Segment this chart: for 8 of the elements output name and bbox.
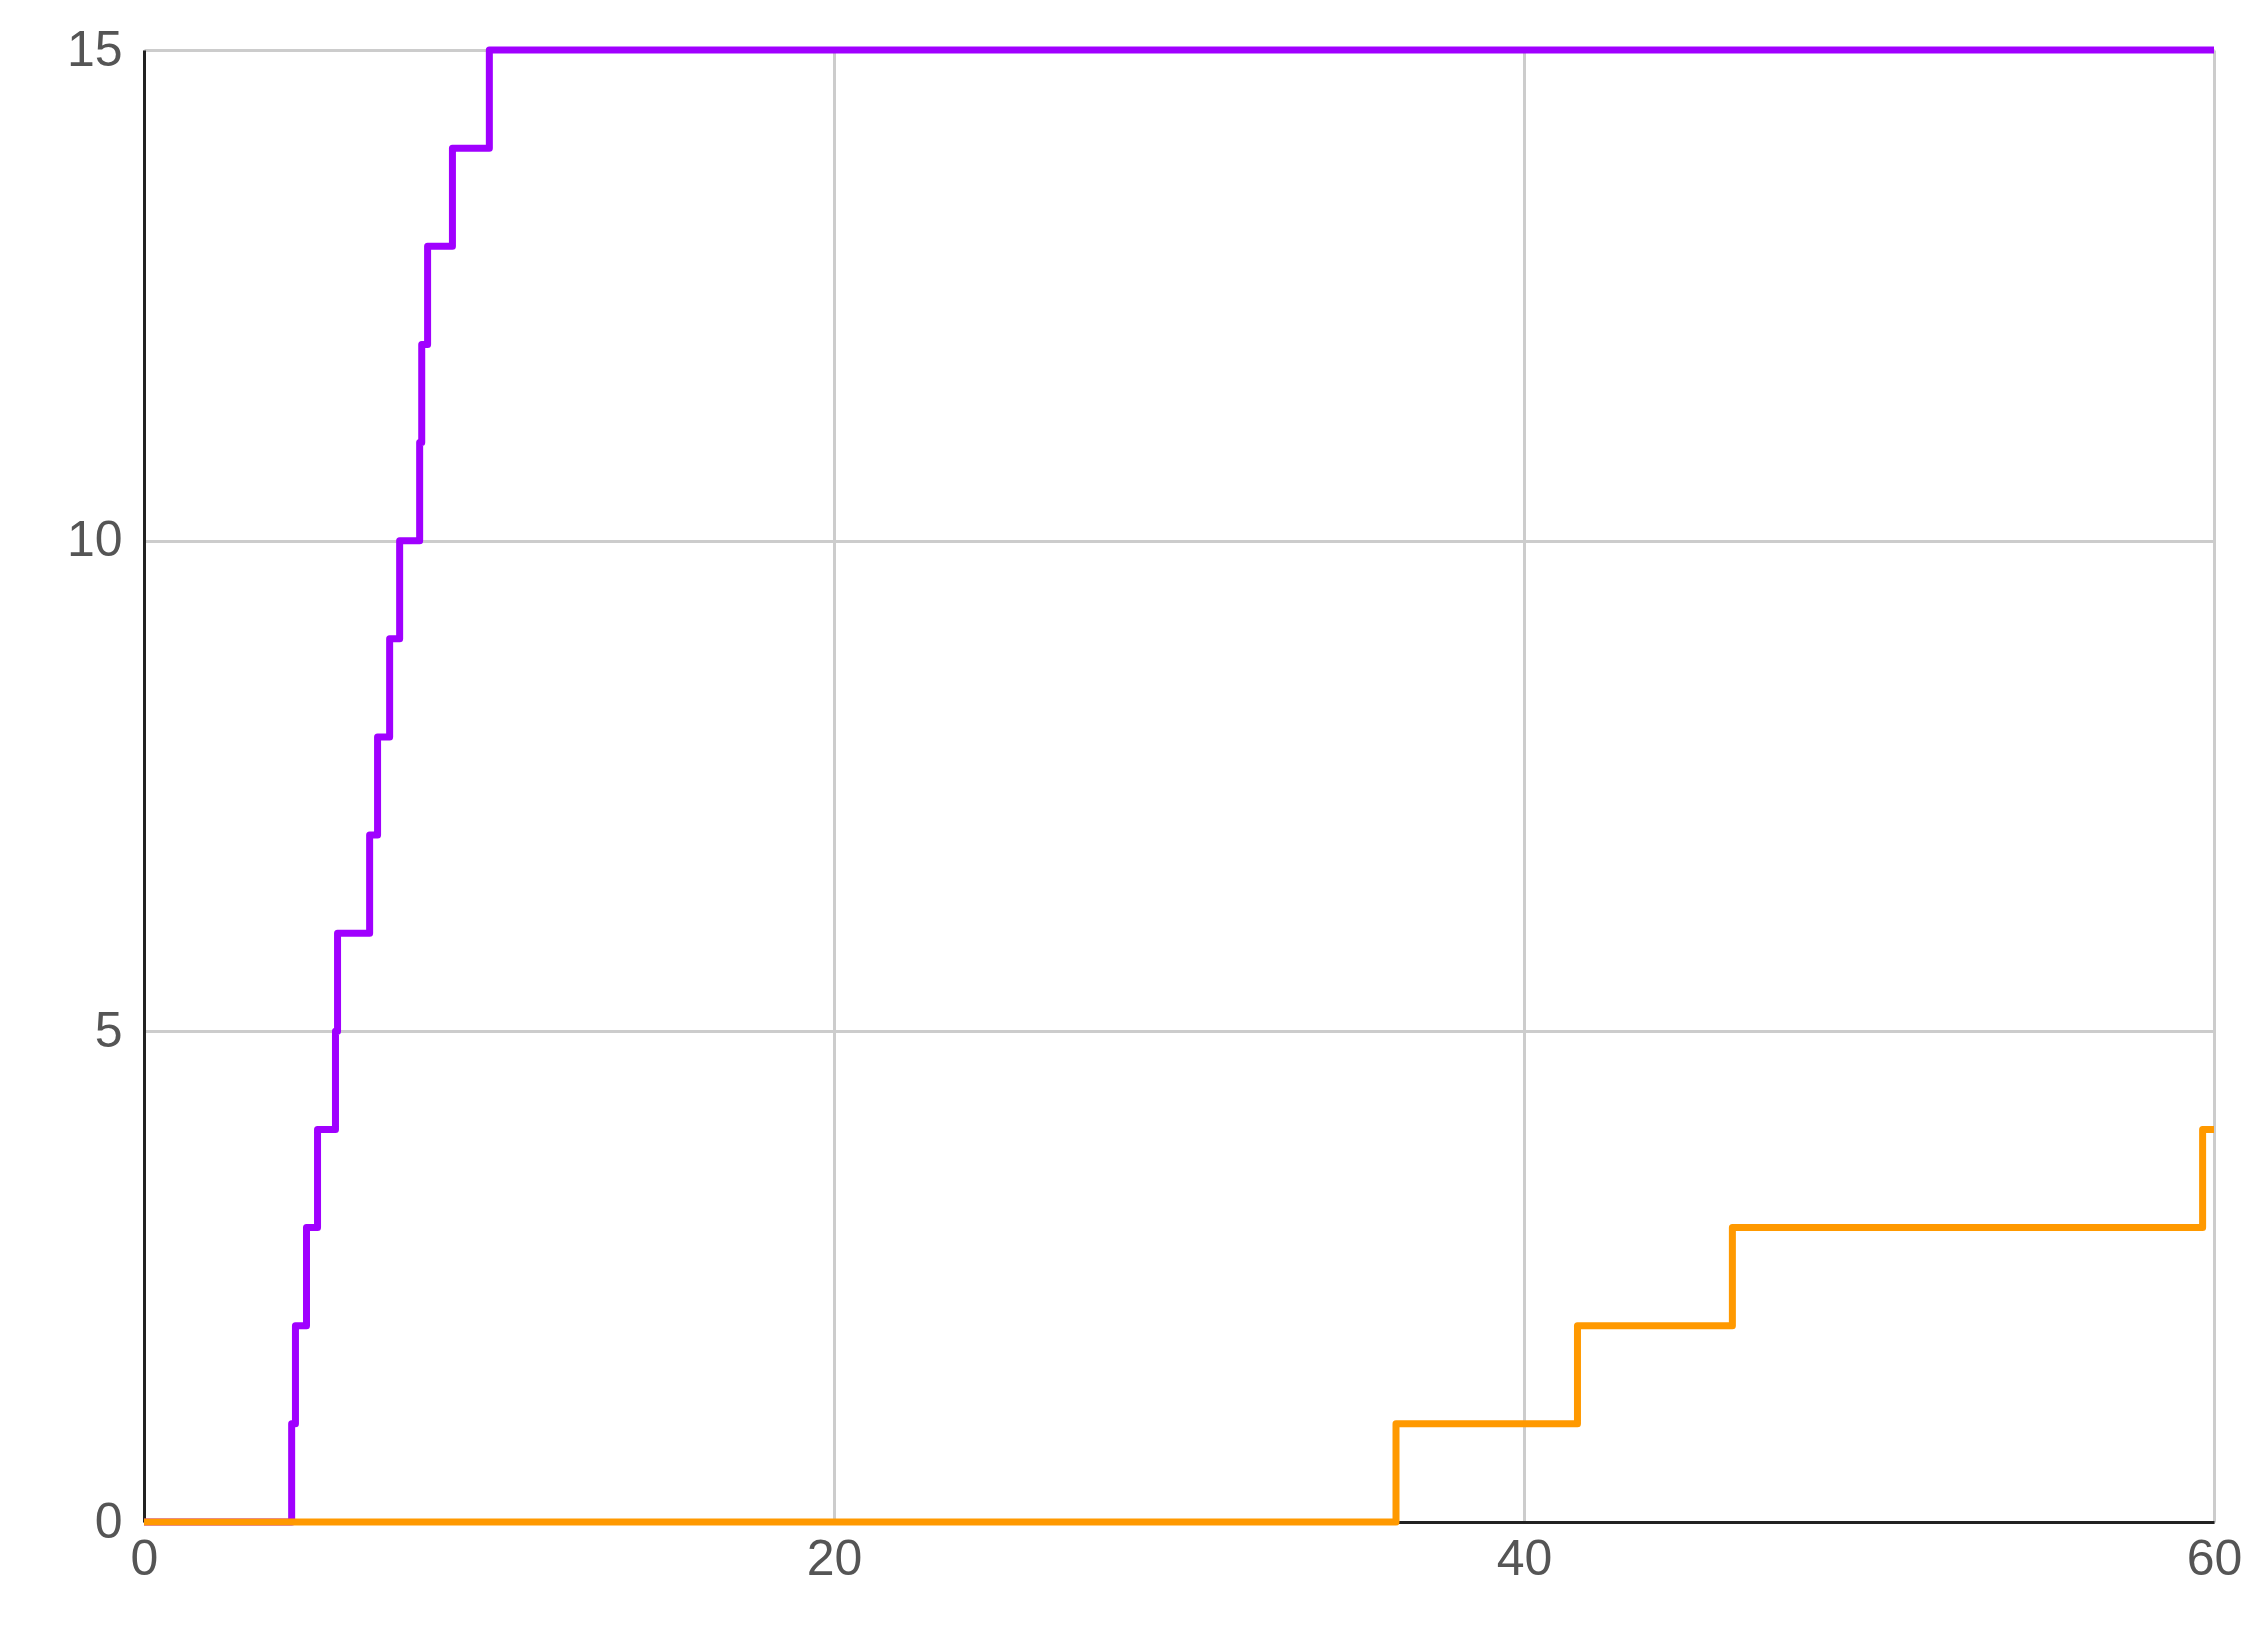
x-tick-label: 20: [806, 1529, 863, 1586]
y-tick-label: 5: [94, 1001, 123, 1058]
x-tick-label: 0: [130, 1529, 159, 1586]
x-tick-label: 60: [2186, 1529, 2243, 1586]
x-tick-label: 40: [1496, 1529, 1553, 1586]
y-tick-label: 10: [66, 511, 123, 568]
y-tick-label: 15: [66, 20, 123, 77]
y-tick-label: 0: [94, 1492, 123, 1549]
